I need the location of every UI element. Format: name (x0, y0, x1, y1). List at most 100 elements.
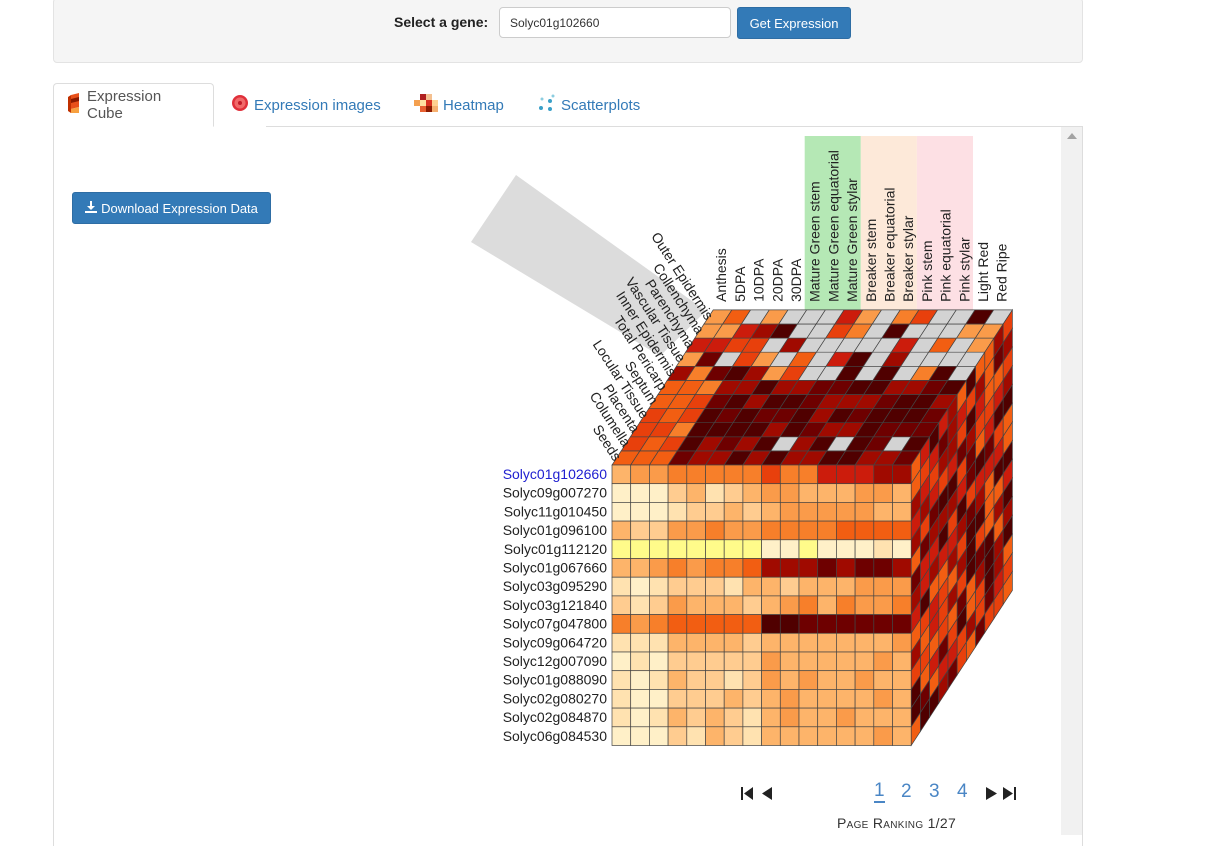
cube-front-cell (611, 595, 632, 615)
cube-front-cell (836, 558, 856, 578)
cube-front-cell (742, 483, 762, 503)
cube-front-cell (836, 651, 856, 672)
get-expression-button[interactable]: Get Expression (737, 7, 851, 39)
cube-front-cell (742, 707, 762, 728)
tab-expression-images[interactable]: Expression images (217, 83, 395, 127)
gene-input[interactable] (499, 7, 731, 38)
cube-front-cell (630, 483, 650, 503)
cube-front-cell (854, 558, 875, 578)
cube-front-cell (798, 689, 819, 709)
cube-front-cell (873, 502, 893, 522)
cube-front-cell (873, 576, 893, 597)
cube-front-cell (649, 689, 669, 709)
tab-scatterplots[interactable]: Scatterplots (522, 83, 654, 127)
cube-front-cell (873, 651, 893, 672)
cube-front-cell (761, 576, 781, 597)
cube-front-cell (742, 670, 762, 690)
gene-label: Solyc03g121840 (503, 597, 608, 613)
cube-front-cell (649, 520, 669, 541)
cube-front-cell (817, 595, 837, 615)
tab-expression-cube[interactable]: Expression Cube (53, 83, 214, 127)
cube-front-cell (705, 464, 725, 485)
cube-front-cell (742, 558, 762, 578)
cube-front-cell (779, 576, 800, 597)
page-link-4[interactable]: 4 (957, 781, 968, 802)
stage-highlight-band (916, 136, 973, 310)
cube-front-cell (630, 632, 650, 653)
cube-front-cell (817, 558, 837, 578)
stage-label: Pink stylar (956, 237, 972, 302)
cube-front-cell (723, 614, 744, 634)
heatmap-icon (414, 92, 438, 118)
cube-front-cell (854, 614, 875, 634)
cube-front-cell (761, 707, 781, 728)
cube-front-cell (611, 464, 632, 485)
cube-front-cell (817, 539, 837, 559)
cube-front-cell (705, 707, 725, 728)
cube-front-cell (836, 464, 856, 485)
cube-front-cell (667, 483, 688, 503)
cube-front-cell (723, 558, 744, 578)
cube-front-cell (892, 539, 912, 559)
cube-front-cell (873, 558, 893, 578)
scroll-up-arrow-icon[interactable] (1067, 133, 1077, 139)
last-page-icon[interactable] (985, 786, 1017, 801)
cube-front-cell (630, 670, 650, 690)
cube-front-cell (686, 502, 706, 522)
cube-front-cell (798, 670, 819, 690)
cube-front-cell (798, 614, 819, 634)
cube-front-cell (798, 595, 819, 615)
cube-front-cell (649, 558, 669, 578)
page-link-1[interactable]: 1 (874, 780, 885, 803)
cube-front-cell (705, 614, 725, 634)
first-page-icon[interactable] (741, 786, 773, 801)
download-expression-data-button[interactable]: Download Expression Data (72, 192, 271, 224)
cube-front-cell (892, 632, 912, 653)
cube-front-cell (854, 483, 875, 503)
cube-front-cell (611, 614, 632, 634)
cube-front-cell (705, 651, 725, 672)
tab-divider (266, 126, 1083, 127)
cube-front-cell (742, 689, 762, 709)
page-link-2[interactable]: 2 (901, 781, 912, 802)
cube-front-cell (892, 670, 912, 690)
cube-front-cell (798, 502, 819, 522)
cube-front-cell (817, 632, 837, 653)
gene-label: Solyc06g084530 (503, 728, 608, 744)
cube-front-cell (667, 726, 688, 746)
gene-label: Solyc01g088090 (503, 672, 608, 688)
tab-heatmap[interactable]: Heatmap (400, 83, 518, 127)
cube-front-cell (667, 576, 688, 597)
cube-front-cell (892, 595, 912, 615)
cube-front-cell (667, 689, 688, 709)
cube-front-cell (630, 595, 650, 615)
cube-front-cell (836, 689, 856, 709)
cube-front-cell (761, 520, 781, 541)
tab-label: Expression Cube (87, 88, 162, 122)
cube-front-cell (723, 707, 744, 728)
gene-label: Solyc07g047800 (503, 616, 608, 632)
page-link-3[interactable]: 3 (929, 781, 940, 802)
tissue-label-band (471, 175, 706, 356)
cube-front-cell (836, 539, 856, 559)
cube-front-cell (892, 651, 912, 672)
cube-front-cell (686, 707, 706, 728)
cube-front-cell (836, 595, 856, 615)
gene-label: Solyc09g064720 (503, 634, 608, 650)
stage-label: 30DPA (788, 258, 804, 302)
cube-front-cell (667, 670, 688, 690)
cube-front-cell (611, 726, 632, 746)
cube-front-cell (686, 689, 706, 709)
cube-front-cell (630, 726, 650, 746)
cube-front-cell (723, 651, 744, 672)
cube-front-cell (761, 689, 781, 709)
cube-front-cell (836, 483, 856, 503)
cube-front-cell (705, 670, 725, 690)
cube-front-cell (779, 464, 800, 485)
cube-front-cell (705, 502, 725, 522)
cube-front-cell (817, 464, 837, 485)
cube-front-cell (779, 670, 800, 690)
cube-front-cell (892, 520, 912, 541)
cube-front-cell (667, 651, 688, 672)
scrollbar[interactable] (1061, 127, 1082, 835)
